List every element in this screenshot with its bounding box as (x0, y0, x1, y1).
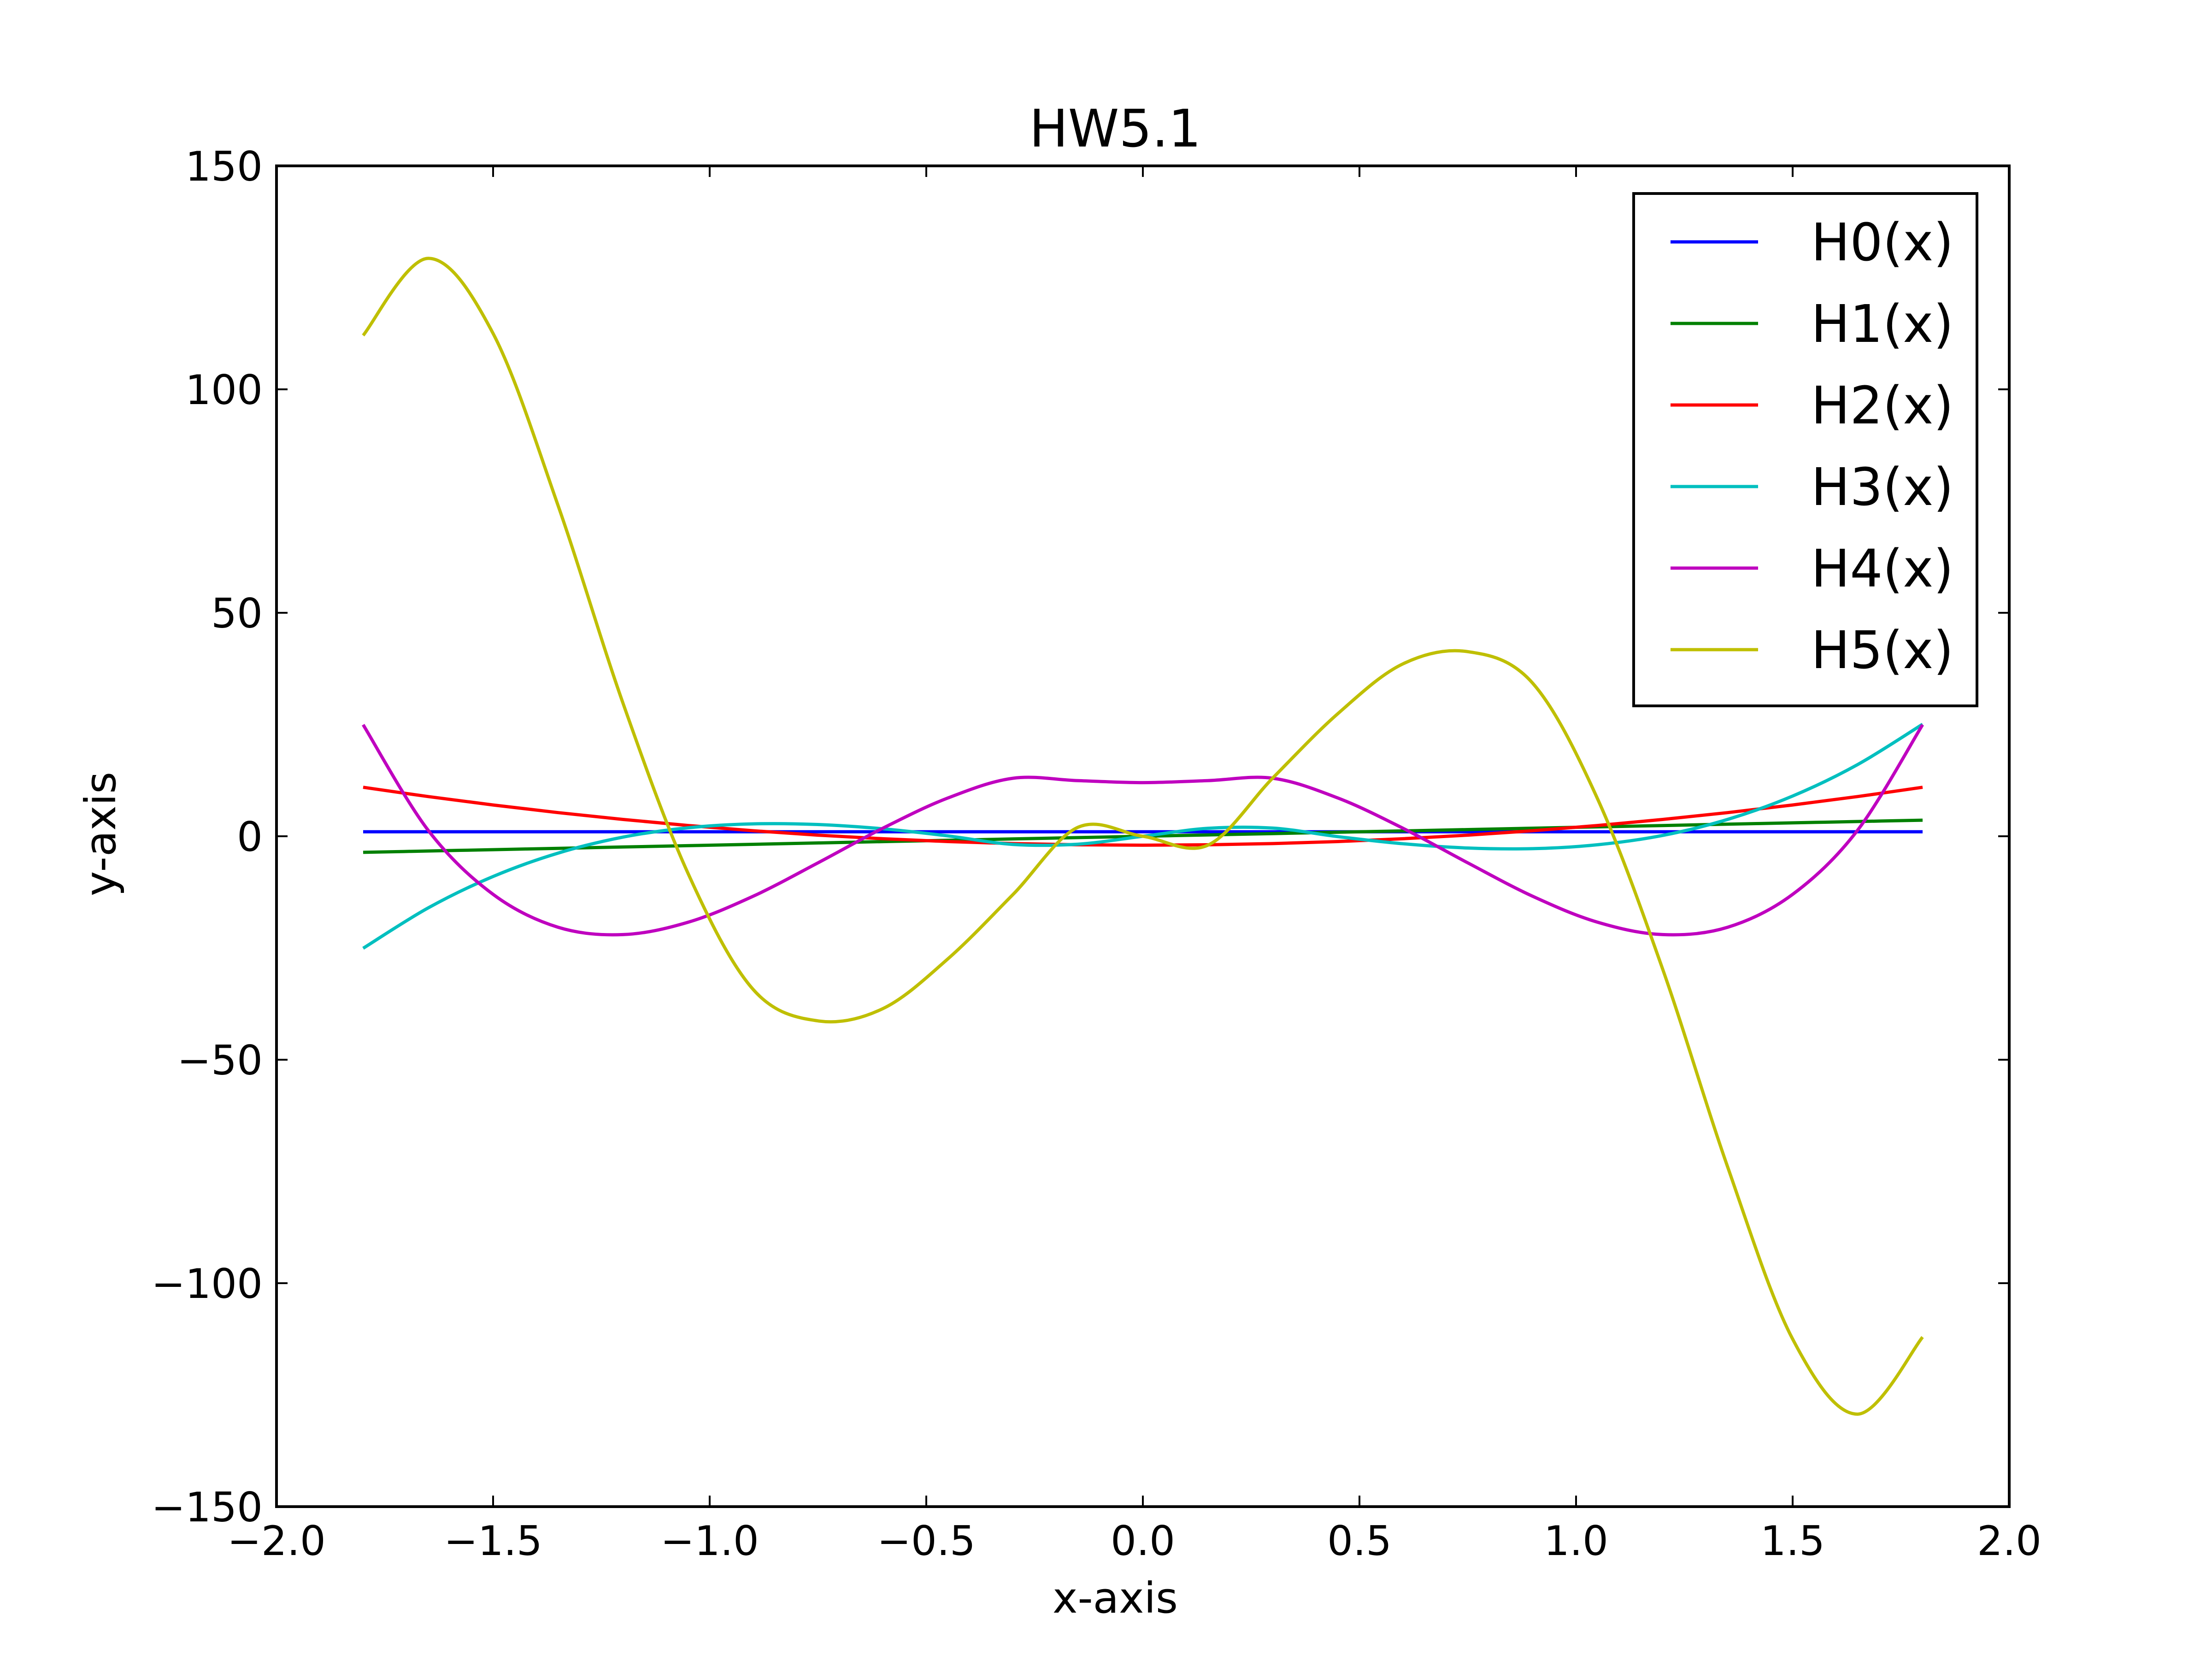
y-tick-label: −100 (151, 1260, 263, 1308)
x-tick-label: 1.5 (1760, 1517, 1825, 1565)
legend-box (1632, 192, 1978, 707)
y-tick-label: 100 (185, 366, 263, 414)
legend-label-6: H5(x) (1811, 621, 1953, 681)
y-axis-label: y-axis (76, 772, 125, 896)
y-tick-label: 0 (237, 813, 263, 861)
series-line-3 (363, 786, 1923, 847)
x-tick-label: 0.5 (1327, 1517, 1392, 1565)
x-tick-label: −0.5 (877, 1517, 976, 1565)
y-tick-label: 150 (185, 143, 263, 190)
legend-label-1: H0(x) (1811, 213, 1953, 273)
y-tick-label: −150 (151, 1484, 263, 1531)
x-axis-label: x-axis (1053, 1573, 1178, 1623)
x-tick-label: 2.0 (1977, 1517, 2041, 1565)
x-tick-label: 0.0 (1111, 1517, 1175, 1565)
legend: H0(x) H1(x) H2(x) H3(x) H4(x) H5(x) (1632, 192, 1978, 707)
legend-label-4: H3(x) (1811, 458, 1953, 517)
ticks-layer: −2.0 −1.5 −1.0 −0.5 0.0 0.5 1.0 1.5 2.0 150 100 50 0… (151, 143, 2041, 1565)
legend-label-3: H2(x) (1811, 376, 1953, 436)
x-tick-label: −2.0 (227, 1517, 326, 1565)
legend-label-5: H4(x) (1811, 539, 1953, 599)
x-tick-label: 1.0 (1544, 1517, 1608, 1565)
y-tick-label: −50 (177, 1037, 263, 1084)
series-layer (362, 257, 1924, 1416)
y-tick-label: 50 (211, 590, 263, 637)
series-line-5 (362, 724, 1924, 937)
legend-label-2: H1(x) (1811, 294, 1953, 354)
x-tick-label: −1.5 (444, 1517, 542, 1565)
chart-title: HW5.1 (1029, 99, 1201, 159)
series-line-6 (362, 257, 1924, 1416)
x-tick-label: −1.0 (660, 1517, 759, 1565)
